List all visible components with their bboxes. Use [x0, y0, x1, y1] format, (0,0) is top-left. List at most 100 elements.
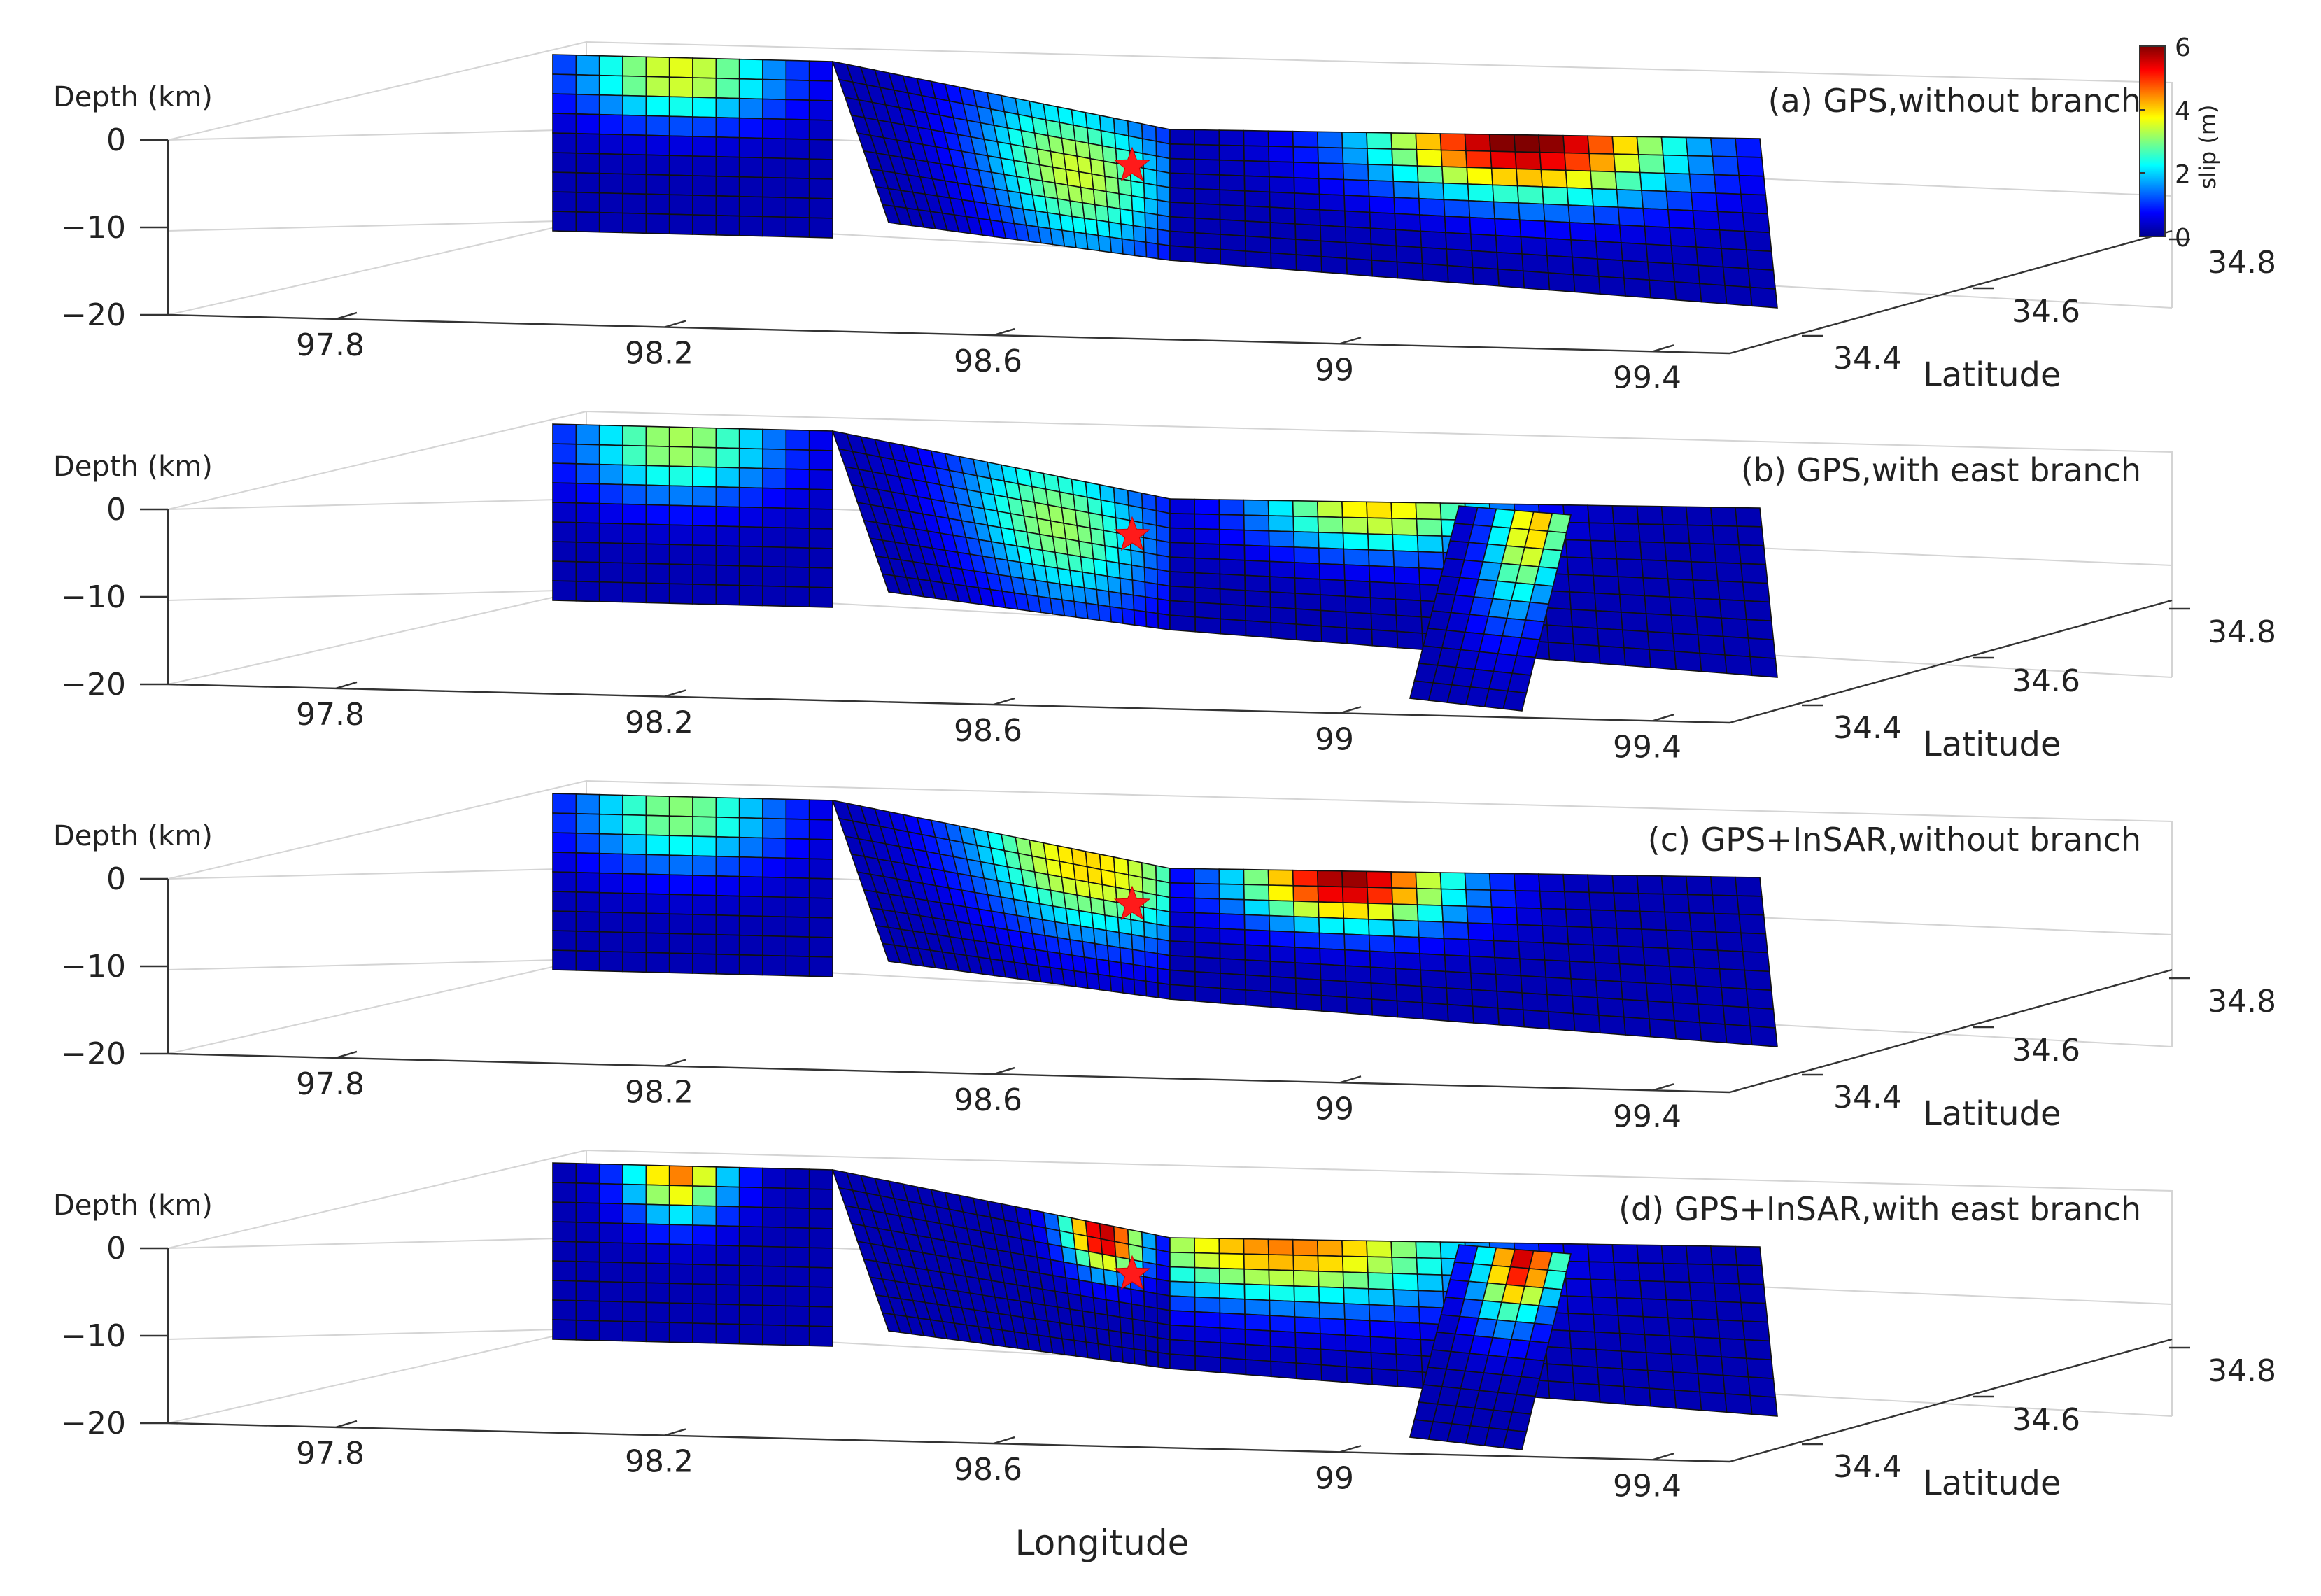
slip-patch [808, 858, 833, 880]
slip-patch [692, 175, 717, 197]
slip-patch [552, 171, 577, 193]
slip-patch [692, 564, 717, 586]
slip-patch [1267, 1238, 1294, 1256]
slip-patch [1597, 628, 1625, 649]
slip-patch [575, 812, 600, 835]
slip-patch [1294, 577, 1321, 595]
slip-patch [1394, 582, 1422, 602]
slip-patch [598, 424, 623, 446]
slip-patch [1169, 1266, 1196, 1283]
slip-patch [1318, 162, 1345, 181]
slip-patch [1157, 228, 1171, 247]
slip-patch [1587, 1243, 1615, 1263]
slip-patch [1637, 523, 1665, 544]
slip-patch [785, 429, 810, 451]
slip-patch [715, 525, 740, 547]
slip-patch [1294, 223, 1322, 242]
slip-patch [1688, 912, 1717, 933]
slip-patch [808, 1227, 833, 1249]
slip-patch [1392, 1289, 1420, 1308]
slip-patch [1572, 274, 1601, 295]
slip-patch [1367, 179, 1395, 199]
slip-patch [808, 877, 833, 899]
slip-patch [575, 54, 600, 76]
slip-patch [715, 953, 740, 975]
slip-patch [1516, 1376, 1541, 1397]
slip-patch [1218, 883, 1245, 901]
slip-patch [598, 1300, 623, 1322]
slip-patch [598, 793, 623, 816]
slip-patch [622, 1164, 647, 1186]
slip-patch [1318, 1271, 1345, 1289]
slip-patch [1738, 174, 1767, 196]
slip-patch [1594, 223, 1622, 243]
slip-patch [575, 113, 600, 135]
y-tick-label: 34.8 [2208, 245, 2276, 281]
slip-patch [1587, 874, 1615, 894]
slip-patch [1105, 560, 1121, 579]
slip-patch [1194, 1266, 1220, 1284]
slip-patch [1169, 1353, 1197, 1371]
x-tick-label: 99.4 [1613, 360, 1681, 395]
slip-patch [738, 584, 763, 607]
slip-patch [762, 798, 787, 820]
slip-patch [1292, 869, 1319, 887]
slip-patch [1219, 1312, 1246, 1330]
slip-patch [1566, 1295, 1594, 1315]
x-tick-label: 99 [1315, 352, 1354, 388]
slip-patch [1367, 533, 1395, 551]
grid-line [167, 959, 587, 970]
slip-patch [552, 560, 577, 582]
slip-patch [1713, 912, 1742, 934]
slip-patch [1218, 1238, 1245, 1255]
z-tick-label: −20 [61, 1406, 126, 1441]
slip-patch [645, 56, 670, 78]
slip-patch [1692, 1318, 1721, 1339]
slip-patch [1133, 978, 1148, 997]
slip-patch [645, 1223, 670, 1245]
slip-patch [622, 55, 647, 78]
slip-patch [1344, 579, 1371, 599]
slip-patch [1695, 246, 1724, 268]
slip-patch [738, 428, 763, 450]
slip-patch [1724, 1024, 1753, 1046]
slip-patch [1468, 938, 1495, 959]
slip-patch [1662, 523, 1691, 544]
slip-patch [1366, 1240, 1393, 1258]
slip-patch [1078, 910, 1094, 929]
slip-patch [1538, 134, 1565, 154]
slip-patch [1525, 1340, 1550, 1362]
slip-patch [1243, 868, 1269, 886]
slip-patch [1649, 1018, 1677, 1040]
slip-patch [1268, 515, 1294, 532]
slip-patch [668, 796, 693, 817]
slip-patch [762, 467, 787, 490]
y-axis-line [1729, 229, 2173, 355]
slip-patch [668, 1263, 693, 1285]
slip-patch [1545, 607, 1573, 628]
slip-patch [1717, 1319, 1746, 1341]
slip-patch [552, 910, 577, 932]
slip-patch [1131, 949, 1146, 968]
slip-patch [1157, 583, 1171, 602]
slip-patch [1736, 1264, 1765, 1285]
slip-patch [1442, 921, 1469, 940]
slip-patch [1320, 979, 1348, 998]
slip-patch [1442, 182, 1469, 202]
slip-patch [1368, 195, 1396, 215]
x-tick-mark [664, 1059, 686, 1067]
slip-patch [1721, 987, 1749, 1008]
slip-patch [692, 57, 717, 79]
slip-patch [598, 522, 623, 544]
slip-patch [1693, 598, 1722, 619]
slip-patch [1268, 899, 1295, 917]
slip-patch [1144, 1320, 1159, 1339]
slip-patch [785, 79, 810, 101]
slip-patch [785, 197, 810, 219]
slip-patch [715, 136, 740, 158]
panel-b: 0 −10 −20 Depth (km) 97.8 98.2 98.6 99 99.4 34.4 3… [53, 410, 2276, 765]
slip-patch [762, 448, 787, 470]
slip-patch [598, 463, 623, 486]
x-tick-label: 98.2 [625, 335, 693, 371]
